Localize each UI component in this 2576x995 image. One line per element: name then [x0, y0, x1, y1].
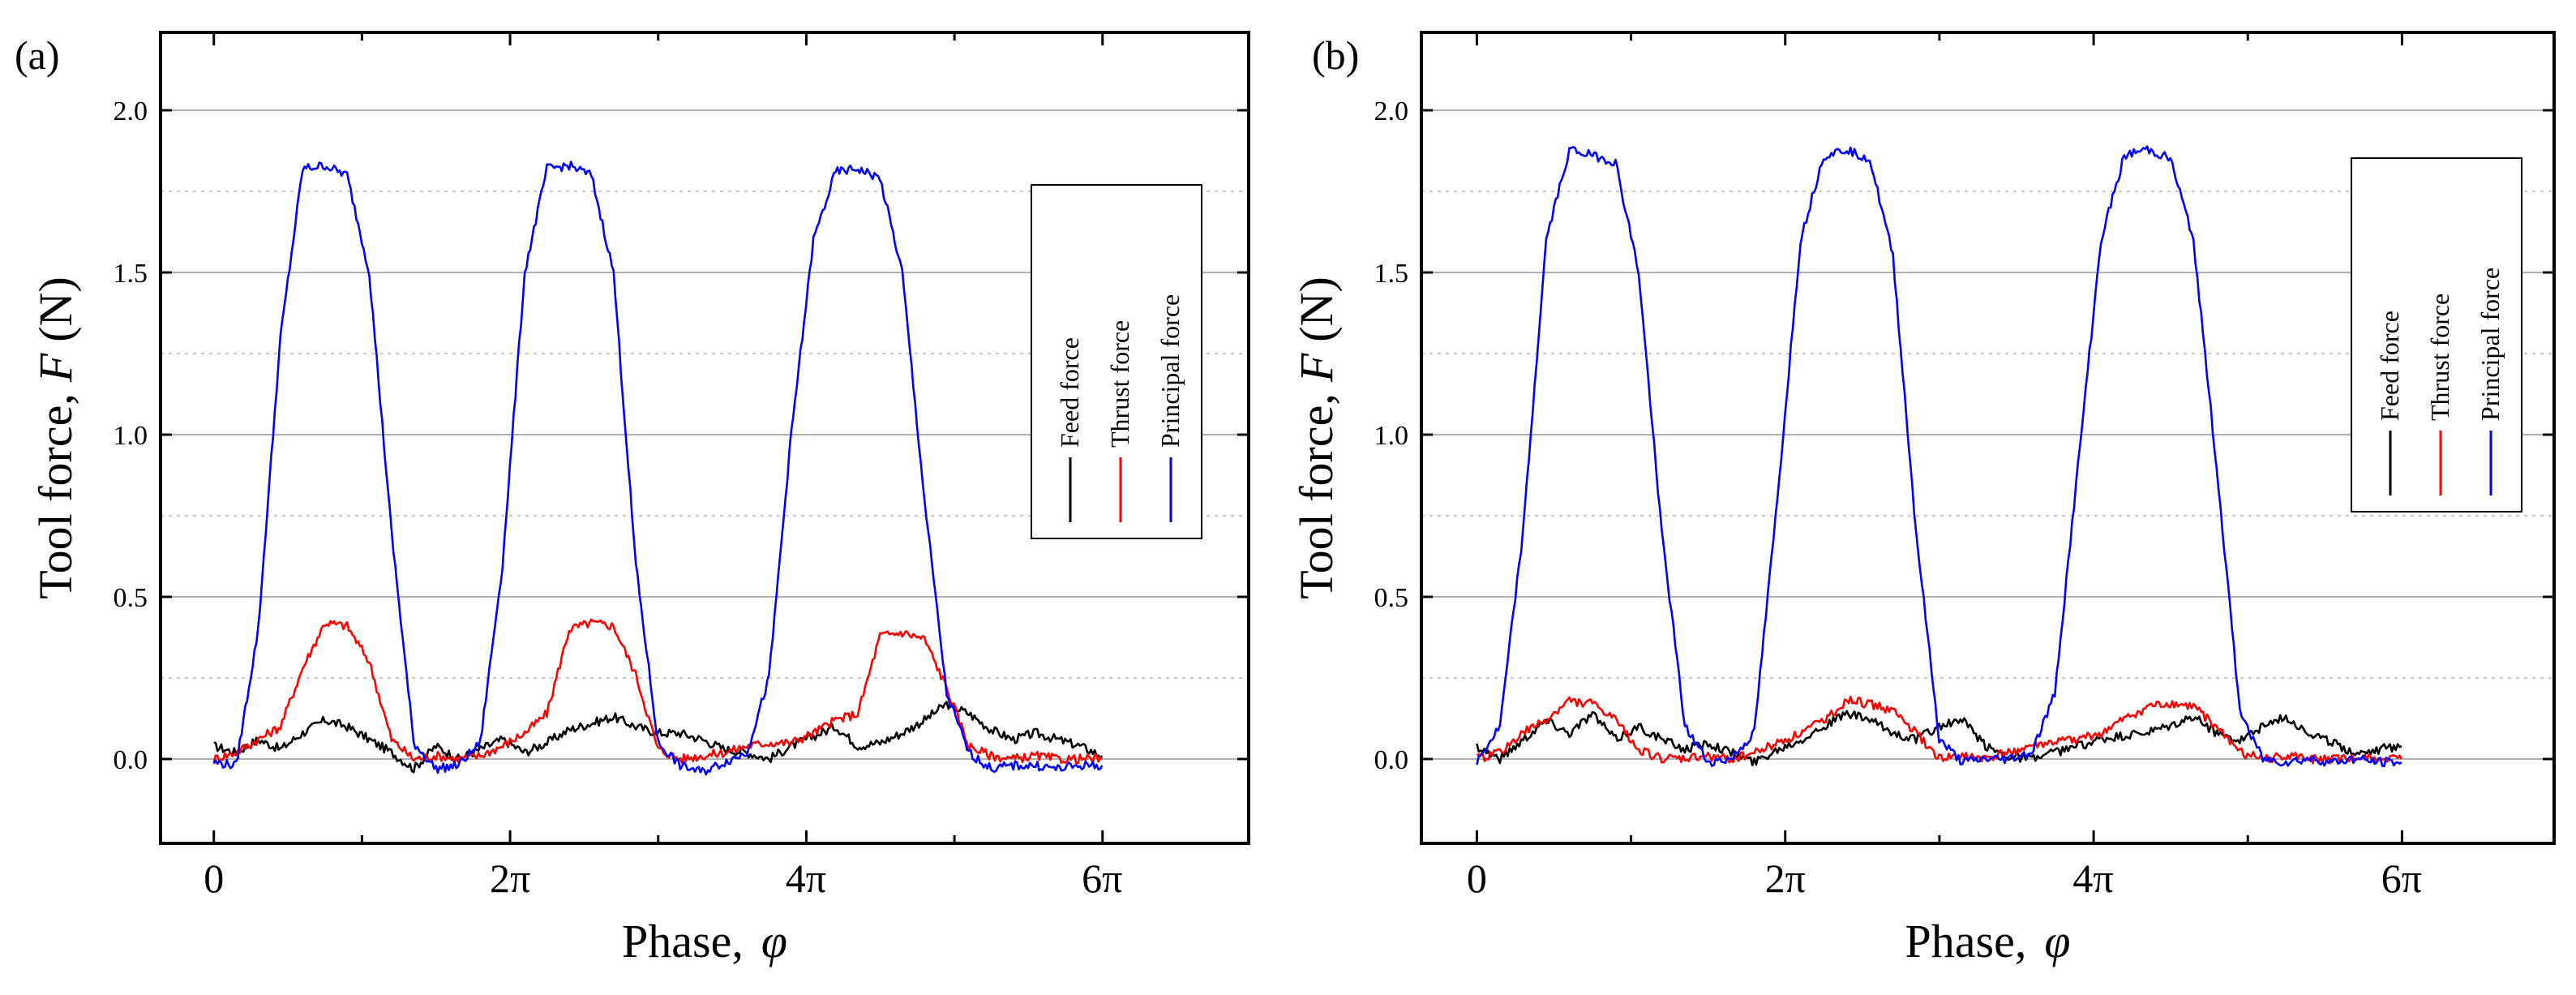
plot-frame: [1420, 31, 2556, 845]
legend-box: [2351, 157, 2522, 513]
panel-label: (a): [15, 32, 60, 78]
y-tick-label: 1.5: [1374, 259, 1409, 289]
y-axis-title: Tool force, F (N): [1290, 277, 1343, 599]
panel-label: (b): [1312, 32, 1359, 78]
legend-label: Principal force: [1155, 294, 1185, 448]
legend: Feed force Thrust force Principal force: [1031, 184, 1202, 539]
y-axis-title: Tool force, F (N): [29, 277, 82, 599]
series-line-feed-force: [1476, 710, 2402, 766]
x-axis-title-text: Phase,: [1905, 915, 2027, 967]
x-tick-label: 4π: [786, 856, 826, 901]
x-tick-label: 0: [204, 856, 224, 901]
legend-label: Principal force: [2475, 268, 2505, 421]
y-tick-label: 0.0: [114, 745, 148, 775]
y-axis-title-text: Tool force,: [1290, 393, 1343, 599]
x-tick-label: 0: [1467, 856, 1487, 901]
y-tick-label: 2.0: [114, 96, 148, 127]
y-tick-label: 1.5: [114, 259, 148, 289]
y-axis-symbol: F: [1290, 353, 1343, 383]
x-tick-label: 6π: [2381, 856, 2422, 901]
y-tick-label: 1.0: [114, 421, 148, 451]
x-tick-label: 2π: [490, 856, 530, 901]
y-tick-label: 0.0: [1374, 745, 1409, 775]
x-tick-label: 2π: [1765, 856, 1806, 901]
x-tick-label: 4π: [2072, 856, 2113, 901]
x-axis-title-text: Phase,: [622, 915, 744, 967]
plot-frame: [159, 31, 1250, 845]
legend-label: Thrust force: [2425, 294, 2454, 421]
y-axis-unit: (N): [29, 277, 82, 342]
y-axis-unit: (N): [1290, 277, 1343, 342]
legend-label: Thrust force: [1105, 320, 1134, 448]
series-line-principal-force: [212, 161, 1104, 776]
y-tick-label: 0.5: [1374, 583, 1409, 613]
y-axis-title-text: Tool force,: [29, 393, 82, 599]
legend-label: Feed force: [2375, 311, 2404, 421]
x-axis-title: Phase, φ: [1905, 915, 2071, 967]
x-tick-label: 6π: [1082, 856, 1122, 901]
series-line-thrust-force: [1477, 695, 2402, 765]
chart-panel-b: 0.0 0.5 1.0 1.5 2.0 0 2π 4π 6π Phase, φ Tool force,…: [1290, 31, 2556, 967]
y-tick-label: 0.5: [114, 583, 148, 613]
y-axis-symbol: F: [29, 353, 82, 383]
legend-label: Feed force: [1055, 337, 1084, 448]
series-line-thrust-force: [212, 618, 1104, 765]
chart-panel-a: 0.0 0.5 1.0 1.5 2.0 0 2π 4π 6π Phase, φ Tool force,…: [15, 31, 1250, 967]
x-axis-symbol: φ: [2044, 915, 2070, 967]
y-tick-label: 2.0: [1374, 96, 1409, 127]
y-tick-label: 1.0: [1374, 421, 1409, 451]
legend-box: [1031, 184, 1202, 539]
x-axis-symbol: φ: [761, 915, 787, 967]
legend: Feed force Thrust force Principal force: [2351, 157, 2522, 513]
series-line-principal-force: [1476, 145, 2402, 768]
x-axis-title: Phase, φ: [622, 915, 787, 967]
